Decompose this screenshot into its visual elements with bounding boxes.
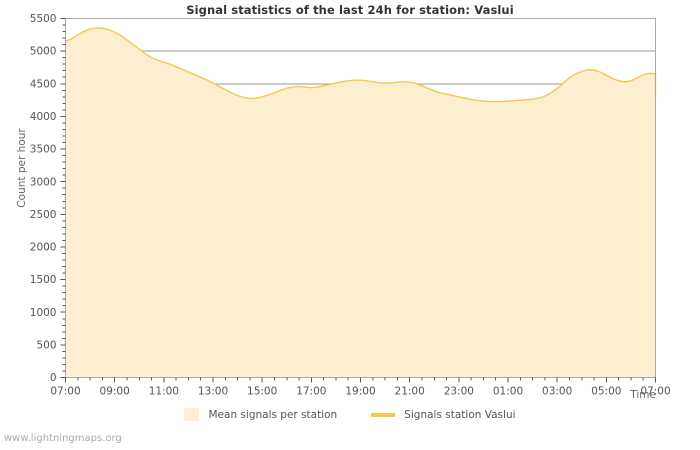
chart-title: Signal statistics of the last 24h for st… xyxy=(186,3,514,17)
svg-text:23:00: 23:00 xyxy=(444,386,474,398)
legend-item-label: Mean signals per station xyxy=(208,408,338,421)
svg-text:07:00: 07:00 xyxy=(50,386,80,398)
watermark: www.lightningmaps.org xyxy=(4,433,122,444)
svg-text:11:00: 11:00 xyxy=(149,386,179,398)
svg-text:03:00: 03:00 xyxy=(542,386,572,398)
legend-item-station-signals[interactable]: Signals station Vaslui xyxy=(371,408,516,421)
legend-area-swatch-icon xyxy=(184,408,200,421)
svg-text:01:00: 01:00 xyxy=(493,386,523,398)
svg-text:5500: 5500 xyxy=(30,13,57,25)
y-axis-title: Count per hour xyxy=(16,128,28,208)
svg-text:19:00: 19:00 xyxy=(345,386,375,398)
svg-text:5000: 5000 xyxy=(30,46,57,58)
svg-text:15:00: 15:00 xyxy=(247,386,277,398)
x-axis-title: Time xyxy=(630,389,656,401)
svg-text:13:00: 13:00 xyxy=(198,386,228,398)
svg-text:4500: 4500 xyxy=(30,78,57,90)
svg-text:3000: 3000 xyxy=(30,176,57,188)
legend-item-label: Signals station Vaslui xyxy=(404,408,516,421)
svg-text:05:00: 05:00 xyxy=(591,386,621,398)
svg-text:3500: 3500 xyxy=(30,144,57,156)
svg-text:17:00: 17:00 xyxy=(296,386,326,398)
svg-text:500: 500 xyxy=(36,339,56,351)
svg-text:4000: 4000 xyxy=(30,111,57,123)
svg-text:21:00: 21:00 xyxy=(395,386,425,398)
svg-text:1000: 1000 xyxy=(30,307,57,319)
legend-item-mean-signals[interactable]: Mean signals per station xyxy=(184,408,337,421)
svg-text:07:00: 07:00 xyxy=(640,386,670,398)
chart-legend: Mean signals per station Signals station… xyxy=(0,408,700,421)
svg-text:0: 0 xyxy=(50,372,57,384)
legend-line-swatch-icon xyxy=(371,412,396,417)
svg-text:1500: 1500 xyxy=(30,274,57,286)
svg-text:2500: 2500 xyxy=(30,209,57,221)
svg-text:2000: 2000 xyxy=(30,242,57,254)
svg-text:09:00: 09:00 xyxy=(100,386,130,398)
